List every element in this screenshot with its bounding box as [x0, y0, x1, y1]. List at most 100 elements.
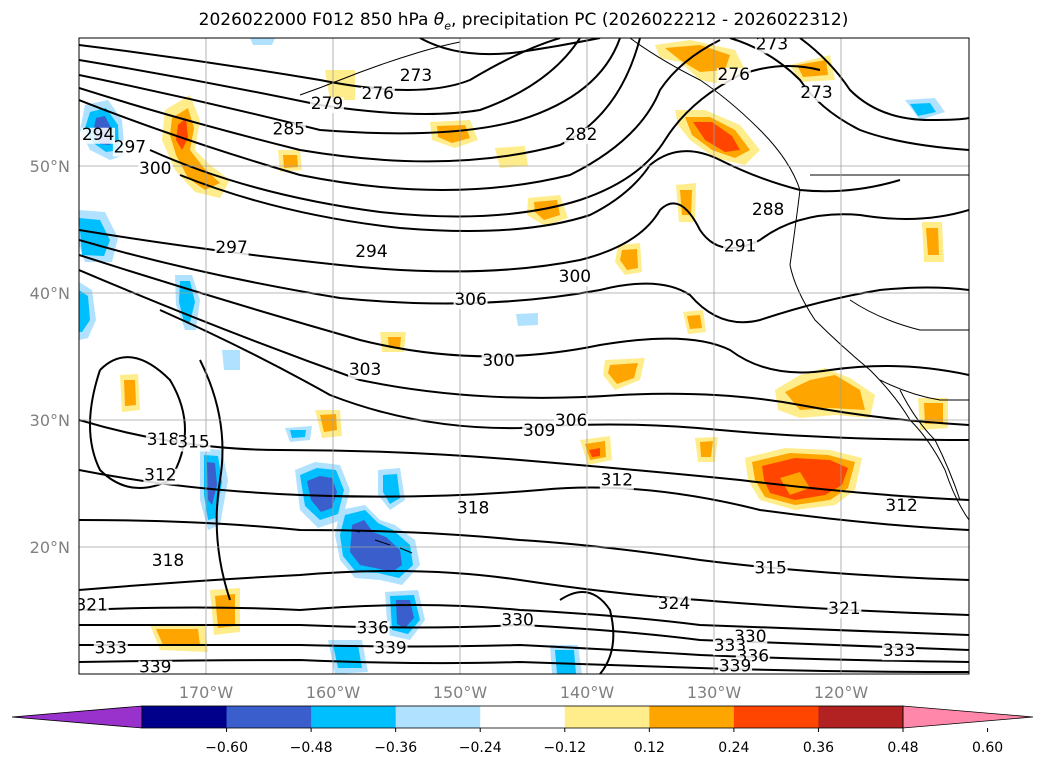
contour-label-bg: [522, 424, 557, 441]
contour-line-273-north: [419, 38, 601, 56]
contour-label-bg: [799, 85, 834, 102]
map-title: 2026022000 F012 850 hPa θe, precipitatio…: [198, 10, 849, 33]
precip-blob-south: [328, 590, 582, 674]
contour-label-bg: [554, 413, 589, 430]
contour-label: 312: [144, 466, 176, 486]
colorbar-swatch: [142, 706, 228, 728]
contour-line-321: [79, 570, 969, 616]
colorbar-swatch: [311, 706, 397, 728]
contour-label-bg: [557, 270, 592, 287]
contour-label: 279: [311, 94, 343, 114]
contour-label-bg: [138, 162, 173, 179]
contour-line-330: [79, 604, 969, 636]
contour-label: 333: [95, 639, 127, 659]
colorbar-tick-label: 0.12: [634, 740, 665, 756]
colorbar-tick-label: −0.36: [374, 740, 417, 756]
contour-label: 300: [559, 267, 591, 287]
contour-label-bg: [481, 354, 516, 371]
colorbar-extend-low: [11, 705, 143, 729]
contour-label-bg: [884, 499, 919, 516]
contour-label: 339: [374, 639, 406, 659]
contour-label-bg: [112, 140, 147, 157]
lon-label-140w: 140°W: [560, 683, 615, 702]
contour-line-279-west: [79, 38, 621, 135]
colorbar-swatch: [480, 706, 566, 728]
lon-label-170w: 170°W: [179, 683, 234, 702]
contour-label: 282: [565, 125, 597, 145]
contour-line-336: [79, 643, 969, 663]
contour-label-bg: [564, 127, 599, 144]
colorbar-tick-label: 0.60: [972, 740, 1003, 756]
colorbar-tick-label: 0.48: [887, 740, 918, 756]
border-state: [849, 299, 969, 331]
contour-label: 336: [356, 618, 388, 638]
precip-blob-bc-coast: [675, 110, 760, 165]
contour-label-bg: [599, 473, 634, 490]
contour-label-bg: [355, 621, 390, 638]
contour-label-bg: [214, 240, 249, 257]
lat-label-40: 40°N: [30, 284, 70, 303]
contour-line-276-east: [729, 38, 969, 151]
contour-label: 315: [754, 559, 786, 579]
contour-label: 300: [482, 351, 514, 371]
contour-label: 300: [139, 159, 171, 179]
contour-label-bg: [500, 613, 535, 630]
colorbar: −0.60 −0.48 −0.36 −0.24 −0.12 0.12 0.24 0.36 0.4…: [11, 705, 1034, 756]
contour-label: 273: [400, 66, 432, 86]
contour-label-bg: [751, 202, 786, 219]
contour-line-330-loop: [559, 591, 615, 674]
contour-label: 273: [756, 34, 788, 54]
precip-blob-gulf-alaska: [430, 120, 478, 148]
colorbar-swatch: [818, 706, 904, 728]
precip-blob-mid-pacific: [120, 55, 948, 652]
colorbar-swatch: [649, 706, 735, 728]
precip-blob-hawaii-east: [745, 448, 862, 510]
coastline-north-america: [629, 38, 969, 521]
contour-label-bg: [360, 87, 395, 104]
contour-line-282-west: [79, 38, 641, 163]
lon-label-120w: 120°W: [814, 683, 869, 702]
contour-label: 306: [454, 290, 486, 310]
contour-line-339: [79, 658, 969, 673]
contour-label-bg: [354, 244, 389, 261]
contour-label: 303: [349, 360, 381, 380]
contour-label-bg: [827, 602, 862, 619]
contour-label: 339: [139, 658, 171, 678]
contour-label: 294: [82, 125, 114, 145]
map-frame: [78, 37, 970, 675]
lat-label-30: 30°N: [30, 411, 70, 430]
contour-label-bg: [456, 501, 491, 518]
contour-label-bg: [882, 644, 917, 661]
colorbar-tick-label: 0.36: [803, 740, 834, 756]
contour-label-bg: [309, 97, 344, 114]
contour-label-bg: [138, 660, 173, 674]
contour-label-bg: [753, 561, 788, 578]
contour-label: 291: [724, 237, 756, 257]
coastline-alaska: [299, 41, 461, 96]
contour-label-bg: [718, 659, 753, 674]
coastlines: [299, 38, 969, 554]
precip-blob-northwest-small: [222, 38, 945, 442]
contour-label: 321: [828, 599, 860, 619]
contour-label-bg: [348, 363, 383, 380]
contour-line-273-east: [799, 38, 969, 122]
lon-label-160w: 160°W: [306, 683, 361, 702]
contour-label-bg: [716, 67, 751, 84]
lon-label-130w: 130°W: [687, 683, 742, 702]
contour-label: 306: [555, 411, 587, 431]
contour-label: 276: [718, 65, 750, 85]
contour-label: 315: [177, 433, 209, 453]
contour-label-bg: [79, 598, 109, 615]
colorbar-tick-label: 0.24: [718, 740, 749, 756]
contour-label-bg: [373, 641, 408, 658]
colorbar-tick-label: −0.60: [205, 740, 248, 756]
colorbar-swatch: [395, 706, 481, 728]
contour-line-300: [79, 254, 969, 376]
contour-line-276-west: [79, 38, 581, 115]
contour-label: 297: [215, 238, 247, 258]
contour-label: 330: [501, 611, 533, 631]
contour-label-bg: [176, 435, 211, 452]
colorbar-frame: [141, 705, 904, 729]
